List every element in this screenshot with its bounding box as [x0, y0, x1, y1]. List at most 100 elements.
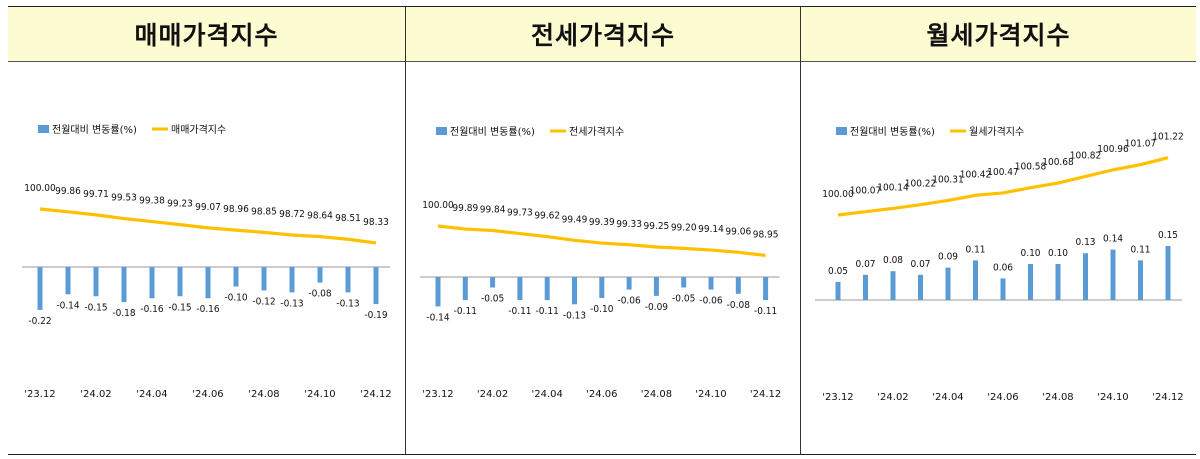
line-value-label: 99.49: [562, 214, 588, 225]
bar: [890, 271, 896, 300]
bar: [681, 277, 687, 288]
bar: [835, 282, 841, 300]
bar: [261, 267, 267, 291]
bar-value-label: -0.11: [454, 306, 477, 317]
bar-value-label: -0.13: [280, 298, 303, 309]
bar-value-label: 0.09: [938, 252, 958, 263]
bar: [289, 267, 295, 293]
bar: [1028, 264, 1033, 300]
panel-sale-price-index: 매매가격지수 전월대비 변동률(%) 매매가격지수 -0.22 -0.14 -0.15-…: [8, 7, 405, 454]
bar: [763, 277, 769, 301]
bar-value-label: -0.08: [727, 300, 751, 311]
bar-value-label: -0.10: [590, 304, 614, 315]
line-value-label: 98.51: [335, 213, 361, 224]
panel-header: 매매가격지수: [8, 7, 405, 62]
bar-value-label: -0.05: [481, 294, 504, 305]
bar: [177, 267, 183, 297]
line-value-label: 99.38: [139, 196, 165, 207]
line-value-label: 98.72: [279, 209, 305, 220]
line-value-label: 99.33: [616, 219, 642, 230]
bar: [149, 267, 155, 299]
bar: [345, 267, 351, 293]
bar-value-label: -0.13: [336, 298, 359, 309]
legend-bar-swatch: [436, 127, 447, 135]
bar-value-label: -0.13: [563, 310, 586, 321]
index-line: [837, 156, 1169, 217]
line-value-label: 99.20: [671, 222, 697, 233]
chart-legend: 전월대비 변동률(%) 매매가격지수: [38, 123, 226, 136]
chart-legend: 전월대비 변동률(%) 전세가격지수: [436, 125, 624, 138]
line-value-label: 100.82: [1070, 150, 1101, 161]
x-tick-label: '24.02: [80, 389, 111, 400]
legend-bar-swatch: [38, 125, 49, 133]
line-value-label: 99.25: [644, 221, 670, 232]
bar: [945, 267, 951, 300]
bar: [435, 277, 441, 307]
x-tick-label: '24.08: [248, 389, 279, 400]
x-tick-label: '24.12: [1152, 392, 1183, 403]
bar-value-label: 0.10: [1048, 248, 1068, 259]
line-value-label: 99.14: [698, 224, 724, 235]
line-value-label: 99.89: [452, 203, 478, 214]
x-tick-label: '24.08: [641, 389, 672, 400]
line-value-label: 99.39: [589, 217, 615, 228]
line-value-label: 100.22: [905, 179, 936, 190]
bar: [490, 277, 496, 288]
panel-divider: [405, 7, 406, 454]
bar-value-label: 0.08: [883, 255, 903, 266]
bar-value-label: 0.11: [1130, 244, 1150, 255]
chart-legend: 전월대비 변동률(%) 월세가격지수: [836, 125, 1024, 138]
line-value-label: 101.22: [1152, 132, 1183, 143]
bar-value-label: -0.15: [168, 302, 191, 313]
x-tick-label: '24.12: [360, 389, 391, 400]
bar: [708, 277, 714, 290]
bar: [653, 277, 659, 296]
chart-jeonse-price-index: 전월대비 변동률(%) 전세가격지수-0.14-0.11-0.05-0.11 -0.…: [420, 125, 781, 400]
x-tick-label: '24.10: [695, 389, 726, 400]
line-value-label: 100.42: [960, 169, 991, 180]
bar-value-label: -0.16: [140, 304, 164, 315]
legend-line-label: 월세가격지수: [969, 125, 1024, 138]
legend-bar-label: 전월대비 변동률(%): [52, 124, 137, 136]
line-value-label: 100.31: [932, 174, 963, 185]
x-tick-label: '24.02: [877, 392, 908, 403]
bar: [373, 267, 379, 305]
bar: [317, 267, 323, 283]
line-value-label: 100.68: [1042, 157, 1074, 168]
bar: [1083, 253, 1088, 300]
chart-monthly-rent-index: 전월대비 변동률(%) 월세가격지수 0.05 0.07 0.08 0.07 0.09 0.1…: [815, 125, 1184, 403]
x-tick-label: '24.04: [136, 389, 167, 400]
bar: [1110, 249, 1116, 300]
line-value-label: 100.07: [850, 186, 881, 197]
bar-value-label: -0.19: [364, 310, 388, 321]
bar: [1000, 278, 1006, 300]
x-tick-label: '24.12: [750, 389, 781, 400]
bar-value-label: 0.06: [993, 262, 1013, 273]
bar-value-label: -0.09: [645, 302, 669, 313]
line-value-label: 99.62: [534, 211, 560, 222]
bar-value-label: 0.07: [910, 259, 930, 270]
bar-value-label: -0.18: [112, 308, 136, 319]
bar: [233, 267, 239, 287]
x-tick-label: '23.12: [822, 392, 853, 403]
bar-value-label: -0.10: [224, 293, 248, 304]
panel-header: 월세가격지수: [801, 7, 1196, 62]
x-tick-label: '24.06: [987, 392, 1018, 403]
legend-bar-label: 전월대비 변동률(%): [850, 126, 935, 138]
legend-bar-label: 전월대비 변동률(%): [450, 126, 535, 138]
bar: [572, 277, 577, 305]
bar-value-label: -0.11: [754, 306, 777, 317]
bar: [735, 277, 741, 294]
line-value-label: 100.00: [822, 189, 854, 200]
bar: [205, 267, 211, 299]
bar-value-label: 0.14: [1103, 234, 1123, 245]
panel-title: 전세가격지수: [530, 21, 675, 50]
bar-value-label: -0.16: [196, 304, 220, 315]
panel-monthly-rent-index: 월세가격지수 전월대비 변동률(%) 월세가격지수 0.05 0.07 0.08 0.07…: [801, 7, 1196, 454]
bar-value-label: 0.15: [1158, 230, 1178, 241]
bar-value-label: -0.05: [672, 294, 695, 305]
bar-value-label: -0.15: [84, 302, 107, 313]
line-value-label: 98.33: [363, 217, 389, 228]
index-line: [437, 224, 766, 257]
x-tick-label: '24.06: [192, 389, 223, 400]
